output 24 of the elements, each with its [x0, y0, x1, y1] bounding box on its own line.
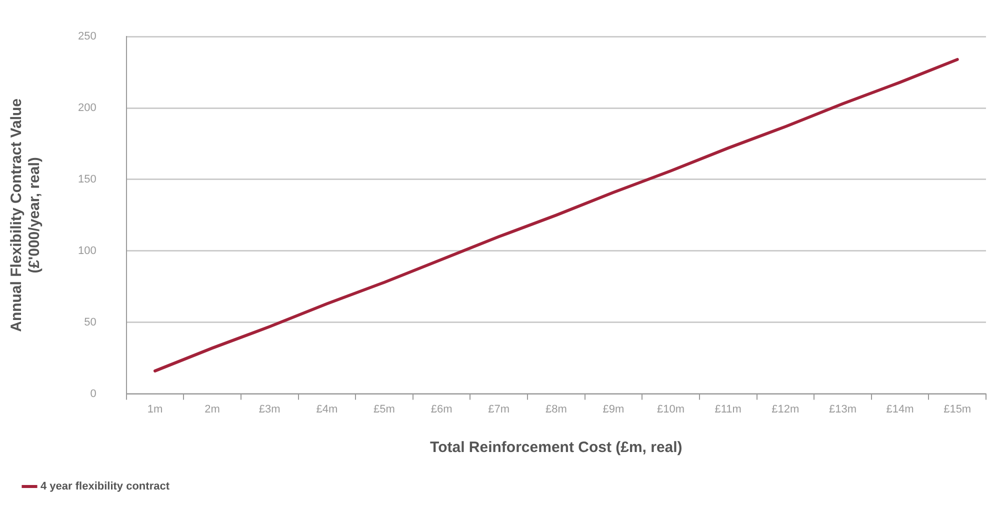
x-tick-label: £10m: [657, 403, 685, 416]
x-tick-label: 1m: [147, 403, 163, 416]
y-tick-label: 200: [78, 102, 96, 114]
x-tick-label: £11m: [714, 403, 742, 416]
x-tick-label: £14m: [886, 403, 914, 416]
y-tick-label: 50: [84, 316, 96, 328]
x-tick-label: £8m: [545, 403, 567, 416]
x-tick-label: £6m: [430, 403, 452, 416]
x-tick-label: £4m: [316, 403, 338, 416]
x-tick-label: £9m: [602, 403, 624, 416]
y-tick-label: 0: [90, 388, 96, 400]
x-tick-label: £12m: [772, 403, 800, 416]
x-tick-label: £7m: [488, 403, 510, 416]
x-tick-label: £15m: [944, 403, 972, 416]
y-tick-label: 100: [78, 244, 96, 257]
x-axis-title: Total Reinforcement Cost (£m, real): [430, 439, 682, 456]
x-tick-label: £5m: [374, 403, 395, 416]
y-axis-title: Annual Flexibility Contract Value (£'000/year, real): [8, 98, 44, 332]
y-tick-label: 150: [78, 174, 96, 186]
x-tick-label: 2m: [204, 403, 220, 416]
x-tick-label: £3m: [258, 403, 280, 416]
y-tick-label: 250: [78, 30, 96, 43]
legend-label: 4 year flexibility contract: [40, 480, 170, 493]
x-tick-label: £13m: [828, 403, 856, 416]
